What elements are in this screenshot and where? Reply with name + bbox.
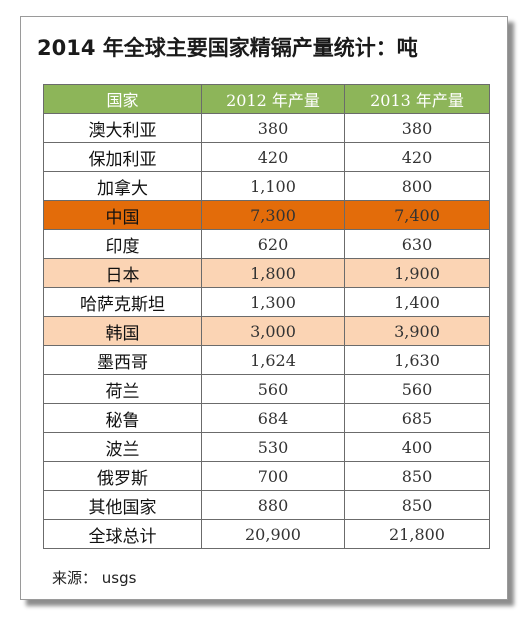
value-2012-cell: 1,100	[201, 171, 345, 201]
value-2012-cell: 420	[201, 142, 345, 172]
page-title: 2014 年全球主要国家精镉产量统计：吨	[37, 36, 418, 60]
value-2012-cell: 20,900	[201, 519, 345, 549]
value-2013-cell: 560	[344, 374, 490, 404]
value-2012-cell: 684	[201, 403, 345, 433]
country-cell: 保加利亚	[43, 142, 202, 172]
value-2012-cell: 1,800	[201, 258, 345, 288]
table-row: 加拿大 1,100 800	[43, 171, 490, 201]
value-2012-cell: 380	[201, 113, 345, 143]
country-cell: 哈萨克斯坦	[43, 287, 202, 317]
country-cell: 秘鲁	[43, 403, 202, 433]
table-row: 澳大利亚 380 380	[43, 113, 490, 143]
country-cell: 其他国家	[43, 490, 202, 520]
table-body: 澳大利亚 380 380 保加利亚 420 420 加拿大 1,100 800 中国 7,300 7,…	[43, 113, 490, 549]
value-2013-cell: 1,400	[344, 287, 490, 317]
country-cell: 全球总计	[43, 519, 202, 549]
value-2013-cell: 400	[344, 432, 490, 462]
header-2013: 2013 年产量	[344, 84, 490, 114]
value-2013-cell: 630	[344, 229, 490, 259]
value-2012-cell: 530	[201, 432, 345, 462]
value-2013-cell: 1,900	[344, 258, 490, 288]
value-2013-cell: 380	[344, 113, 490, 143]
value-2012-cell: 880	[201, 490, 345, 520]
country-cell: 波兰	[43, 432, 202, 462]
table-row: 墨西哥 1,624 1,630	[43, 345, 490, 375]
value-2013-cell: 21,800	[344, 519, 490, 549]
value-2012-cell: 3,000	[201, 316, 345, 346]
table-row: 韩国 3,000 3,900	[43, 316, 490, 346]
country-cell: 中国	[43, 200, 202, 230]
country-cell: 加拿大	[43, 171, 202, 201]
source-note: 来源： usgs	[52, 569, 137, 587]
header-2012: 2012 年产量	[201, 84, 345, 114]
value-2012-cell: 700	[201, 461, 345, 491]
value-2012-cell: 620	[201, 229, 345, 259]
country-cell: 日本	[43, 258, 202, 288]
country-cell: 澳大利亚	[43, 113, 202, 143]
table-row: 全球总计 20,900 21,800	[43, 519, 490, 549]
table-row: 哈萨克斯坦 1,300 1,400	[43, 287, 490, 317]
table-row: 保加利亚 420 420	[43, 142, 490, 172]
table-row: 其他国家 880 850	[43, 490, 490, 520]
table-row: 俄罗斯 700 850	[43, 461, 490, 491]
value-2013-cell: 3,900	[344, 316, 490, 346]
value-2012-cell: 7,300	[201, 200, 345, 230]
value-2013-cell: 850	[344, 490, 490, 520]
value-2013-cell: 800	[344, 171, 490, 201]
table-row: 秘鲁 684 685	[43, 403, 490, 433]
value-2012-cell: 1,624	[201, 345, 345, 375]
value-2012-cell: 560	[201, 374, 345, 404]
value-2013-cell: 420	[344, 142, 490, 172]
value-2013-cell: 1,630	[344, 345, 490, 375]
value-2013-cell: 685	[344, 403, 490, 433]
country-cell: 荷兰	[43, 374, 202, 404]
table-row: 印度 620 630	[43, 229, 490, 259]
header-country: 国家	[43, 84, 202, 114]
table-row: 日本 1,800 1,900	[43, 258, 490, 288]
value-2012-cell: 1,300	[201, 287, 345, 317]
value-2013-cell: 850	[344, 461, 490, 491]
value-2013-cell: 7,400	[344, 200, 490, 230]
table-row: 波兰 530 400	[43, 432, 490, 462]
country-cell: 俄罗斯	[43, 461, 202, 491]
table-row: 中国 7,300 7,400	[43, 200, 490, 230]
table-row: 荷兰 560 560	[43, 374, 490, 404]
country-cell: 韩国	[43, 316, 202, 346]
production-table: 国家 2012 年产量 2013 年产量 澳大利亚 380 380 保加利亚 420 42…	[43, 84, 490, 549]
table-header-row: 国家 2012 年产量 2013 年产量	[43, 84, 490, 114]
country-cell: 印度	[43, 229, 202, 259]
country-cell: 墨西哥	[43, 345, 202, 375]
